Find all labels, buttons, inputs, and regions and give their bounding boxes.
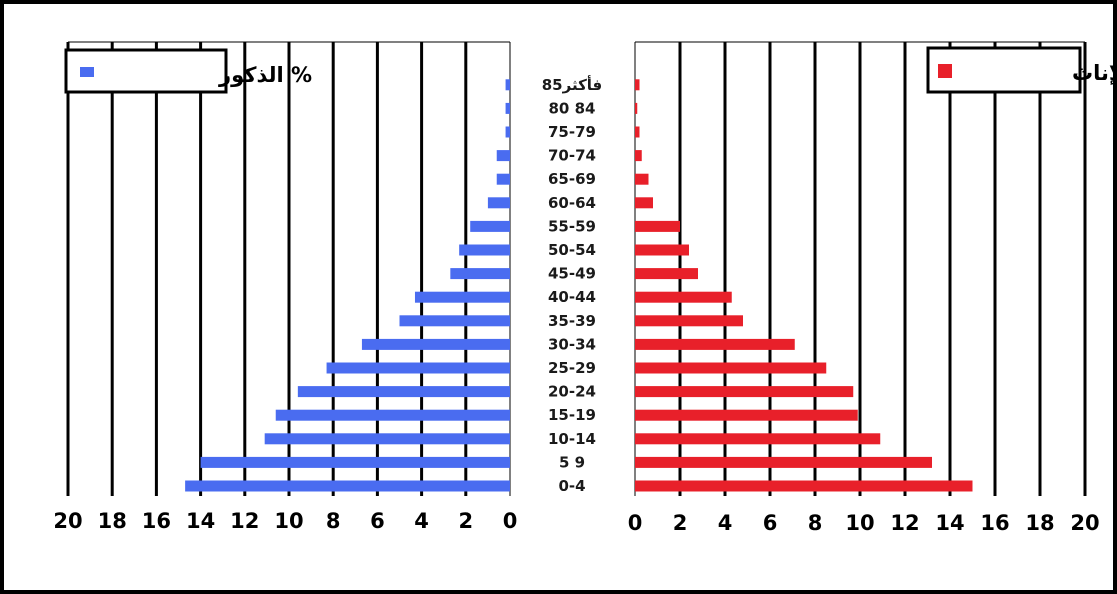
male-bar [361,338,510,350]
female-bar [635,480,973,492]
female-bar [635,197,653,209]
x-tick-label: 2 [458,509,473,533]
x-tick-label: 14 [935,511,964,535]
male-bar [399,315,510,327]
age-group-label: 30-34 [548,335,596,353]
female-bar [635,362,827,374]
female-bar [635,409,858,421]
x-tick-label: 18 [1025,511,1054,535]
male-bar [505,102,510,114]
age-group-label: 5 9 [559,453,585,471]
female-bar [635,315,743,327]
right-x-tick-labels: 0 2 4 6 8 10 12 14 16 18 20 [628,511,1100,535]
age-group-label: 0-4 [558,477,585,495]
x-tick-label: 6 [370,509,385,533]
female-bar [635,268,698,280]
male-bar [470,220,510,232]
male-bar [496,150,510,162]
female-bar [635,102,638,114]
age-group-label: 35-39 [548,312,596,330]
x-tick-label: 8 [326,509,341,533]
age-group-label: 20-24 [548,383,596,401]
age-group-label: 15-19 [548,406,596,424]
male-bars [185,79,510,492]
x-tick-label: 12 [230,509,259,533]
male-bar [487,197,510,209]
x-tick-label: 10 [274,509,303,533]
female-bar [635,338,795,350]
legend-female-swatch [938,64,952,78]
female-bar [635,79,640,91]
age-group-label: 25-29 [548,359,596,377]
legend-female-box [926,46,1082,94]
male-bar [505,126,510,138]
x-tick-label: 16 [980,511,1009,535]
x-tick-label: 18 [98,509,127,533]
legend-male-swatch [80,67,94,77]
male-bar [459,244,510,256]
left-x-tick-labels: 20 18 16 14 12 10 8 6 4 2 0 [53,509,517,533]
legend-female: % الإناث [926,46,1113,94]
x-tick-label: 8 [808,511,823,535]
legend-male: % الذكور [64,48,312,94]
female-bar [635,150,642,162]
age-group-label: 50-54 [548,241,596,259]
x-tick-label: 0 [503,509,518,533]
male-bar [297,386,510,398]
female-bar [635,244,689,256]
female-bar [635,433,881,445]
x-tick-label: 6 [763,511,778,535]
male-bar [200,456,510,468]
age-group-label: 80 84 [549,99,596,117]
x-tick-label: 2 [673,511,688,535]
left-gridlines [66,41,511,496]
age-group-labels: 0-4 5 9 10-14 15-19 20-24 25-29 30-34 35-39 40-4… [542,75,603,495]
population-pyramid-chart: 0-4 5 9 10-14 15-19 20-24 25-29 30-34 35-39 40-4… [53,41,1113,535]
female-bar [635,173,649,185]
x-tick-label: 4 [414,509,429,533]
x-tick-label: 4 [718,511,733,535]
female-bar [635,291,732,303]
age-group-label: 45-49 [548,265,596,283]
female-bar [635,126,640,138]
age-group-label: 70-74 [548,147,596,165]
legend-male-label: % الذكور [218,63,312,87]
x-tick-label: 12 [890,511,919,535]
female-bar [635,220,680,232]
age-group-label: 55-59 [548,217,596,235]
x-tick-label: 16 [142,509,171,533]
male-bar [326,362,510,374]
male-bar [496,173,510,185]
x-tick-label: 0 [628,511,643,535]
age-group-label: 60-64 [548,194,596,212]
age-group-label: 40-44 [548,288,596,306]
female-bar [635,456,932,468]
male-bar [185,480,510,492]
x-tick-label: 20 [53,509,82,533]
female-bars [635,79,973,492]
male-bar [505,79,510,91]
age-group-label: 65-69 [548,170,596,188]
age-group-label: 85فأكثر [542,75,603,94]
right-gridlines [634,41,1087,496]
x-tick-label: 10 [845,511,874,535]
male-bar [264,433,510,445]
x-tick-label: 20 [1070,511,1099,535]
age-group-label: 10-14 [548,430,596,448]
male-bar [414,291,510,303]
female-bar [635,386,854,398]
x-tick-label: 14 [186,509,215,533]
legend-female-label: % الإناث [1072,61,1113,85]
male-bar [275,409,510,421]
male-bar [450,268,510,280]
age-group-label: 75-79 [548,123,596,141]
